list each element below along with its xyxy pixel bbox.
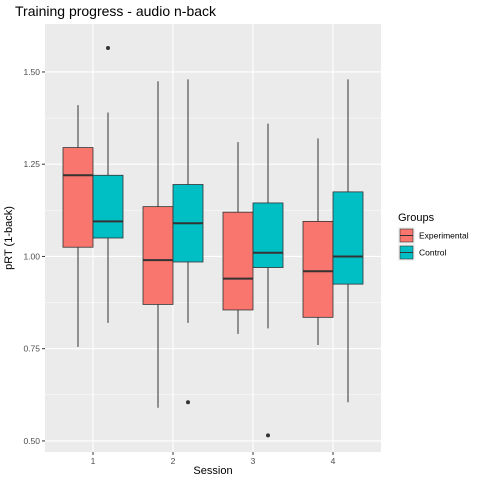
y-tick-label: 1.00 [23, 251, 40, 261]
legend-title: Groups [398, 212, 435, 224]
box-control-session-2 [172, 79, 204, 405]
y-axis-ticks: 0.50 0.75 1.00 1.25 1.50 [23, 67, 45, 446]
box-iqr [92, 174, 124, 239]
x-tick-label: 2 [171, 456, 176, 466]
legend-item-experimental: Experimental [398, 227, 469, 244]
y-tick-label: 0.75 [23, 344, 40, 354]
y-tick-label: 1.25 [23, 159, 40, 169]
legend-item-control: Control [398, 244, 447, 261]
box-iqr [222, 211, 254, 311]
box-experimental-session-3 [222, 142, 254, 334]
legend-label-experimental: Experimental [419, 231, 469, 241]
box-iqr [142, 206, 174, 305]
x-axis-ticks: 1 2 3 4 [91, 452, 336, 466]
legend: Groups Experimental Control [398, 212, 469, 261]
x-axis-title: Session [193, 465, 232, 477]
outlier-point [186, 400, 190, 405]
box-iqr [302, 220, 334, 318]
y-tick-label: 0.50 [23, 436, 40, 446]
box-experimental-session-1 [62, 105, 94, 347]
x-tick-label: 1 [91, 456, 96, 466]
x-tick-label: 3 [251, 456, 256, 466]
chart-title: Training progress - audio n-back [15, 3, 217, 19]
outlier-point [106, 45, 110, 50]
box-control-session-3 [252, 123, 284, 438]
box-control-session-1 [92, 45, 124, 323]
y-axis-title: pRT (1-back) [3, 206, 15, 270]
box-groups [62, 45, 364, 438]
legend-label-control: Control [419, 248, 447, 258]
box-iqr [62, 147, 94, 248]
x-tick-label: 4 [331, 456, 336, 466]
box-experimental-session-4 [302, 138, 334, 345]
box-iqr [252, 202, 284, 268]
box-iqr [332, 191, 364, 285]
y-tick-label: 1.50 [23, 67, 40, 77]
outlier-point [266, 433, 270, 438]
box-control-session-4 [332, 79, 364, 403]
